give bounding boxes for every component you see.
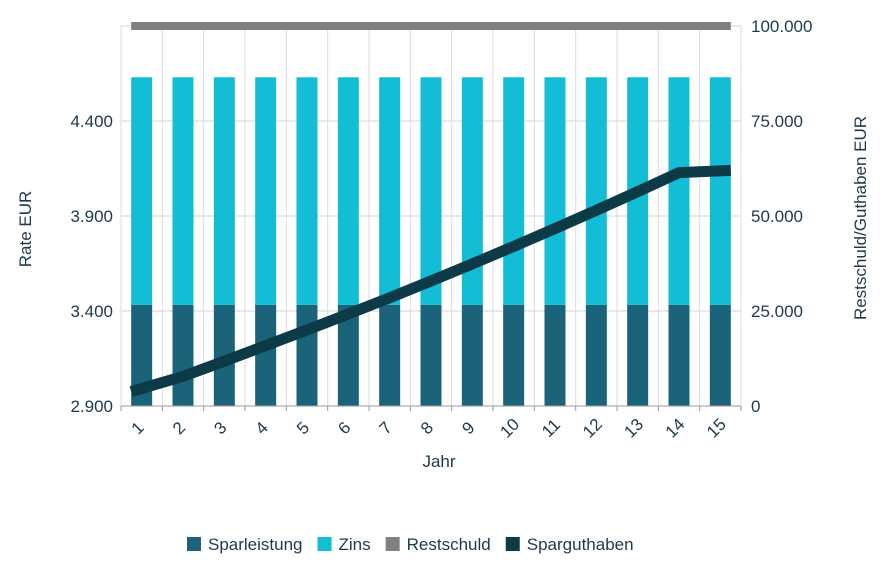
bar-zins — [131, 77, 153, 305]
bar-sparleistung — [172, 304, 194, 406]
right-tick-label: 50.000 — [751, 207, 803, 226]
bar-sparleistung — [461, 304, 483, 406]
bar-sparleistung — [627, 304, 649, 406]
x-tick-label: 6 — [334, 418, 354, 438]
bar-zins — [337, 77, 359, 305]
bar-zins — [172, 77, 194, 305]
right-axis-title: Restschuld/Guthaben EUR — [851, 116, 870, 320]
line-sparguthaben — [129, 164, 732, 397]
bar-zins — [296, 77, 318, 305]
bar-zins — [379, 77, 401, 305]
right-tick-label: 0 — [751, 397, 760, 416]
left-axis-title: Rate EUR — [16, 191, 35, 268]
bar-zins — [585, 77, 607, 305]
legend-label: Sparguthaben — [527, 535, 634, 554]
x-tick-label: 15 — [703, 415, 730, 442]
legend: Sparleistung Zins Restschuld Sparguthaben — [187, 535, 634, 554]
legend-swatch — [505, 537, 520, 551]
left-tick-label: 4.400 — [70, 112, 113, 131]
x-axis-title: Jahr — [422, 452, 455, 471]
x-tick-label: 13 — [620, 415, 647, 442]
x-tick-label: 4 — [252, 418, 272, 438]
legend-label: Sparleistung — [208, 535, 303, 554]
x-tick-label: 2 — [169, 418, 189, 438]
x-tick-label: 5 — [293, 418, 313, 438]
bar-zins — [461, 77, 483, 305]
x-tick-label: 14 — [662, 415, 689, 442]
x-tick-label: 8 — [417, 418, 437, 438]
x-tick-label: 11 — [538, 415, 564, 441]
bar-zins — [668, 77, 690, 305]
x-tick-label: 7 — [376, 418, 396, 438]
bar-zins — [544, 77, 566, 305]
x-tick-label: 3 — [210, 418, 230, 438]
bar-sparleistung — [668, 304, 690, 406]
bar-sparleistung — [337, 304, 359, 406]
x-tick-label: 10 — [496, 415, 523, 442]
x-tick-label: 9 — [458, 418, 478, 438]
bar-sparleistung — [585, 304, 607, 406]
bar-sparleistung — [544, 304, 566, 406]
bar-zins — [213, 77, 235, 305]
x-tick-label: 1 — [128, 418, 148, 438]
bar-sparleistung — [255, 304, 277, 406]
left-tick-label: 3.900 — [70, 207, 113, 226]
lines — [129, 22, 732, 397]
left-tick-label: 3.400 — [70, 302, 113, 321]
legend-swatch — [385, 537, 400, 551]
bar-sparleistung — [296, 304, 318, 406]
legend-swatch — [187, 537, 201, 551]
bar-sparleistung — [420, 304, 442, 406]
bar-zins — [255, 77, 277, 305]
bar-zins — [503, 77, 525, 305]
bar-zins — [709, 77, 731, 305]
right-tick-label: 100.000 — [751, 17, 812, 36]
right-tick-label: 25.000 — [751, 302, 803, 321]
x-tick-label: 12 — [579, 415, 606, 442]
bar-sparleistung — [379, 304, 401, 406]
bar-zins — [420, 77, 442, 305]
bar-sparleistung — [709, 304, 731, 406]
bars — [131, 77, 731, 406]
right-tick-label: 75.000 — [751, 112, 803, 131]
legend-swatch — [317, 537, 332, 551]
bar-sparleistung — [503, 304, 525, 406]
legend-label: Restschuld — [407, 535, 491, 554]
left-tick-label: 2.900 — [70, 397, 113, 416]
bar-sparleistung — [131, 304, 153, 406]
legend-label: Zins — [339, 535, 371, 554]
